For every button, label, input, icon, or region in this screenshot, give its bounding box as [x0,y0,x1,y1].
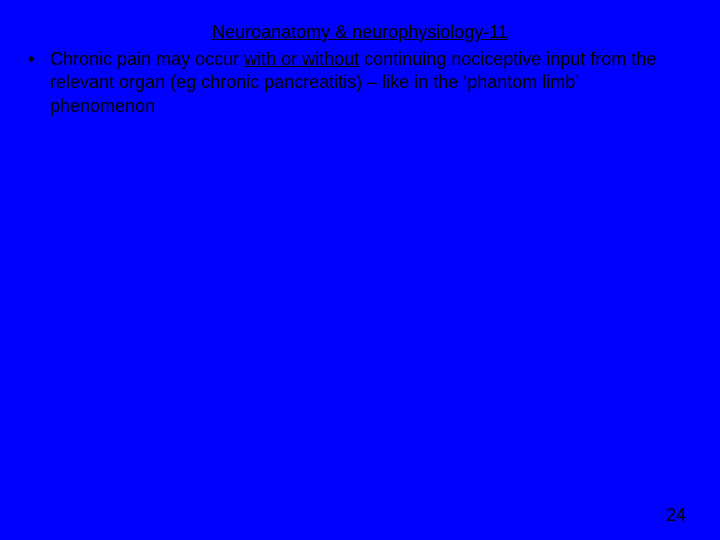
bullet-list: Chronic pain may occur with or without c… [22,48,686,118]
bullet-text-emph: with or without [244,49,359,69]
slide-title: Neuroanatomy & neurophysiology-11 [0,22,720,43]
page-number: 24 [666,505,686,526]
bullet-text-before: Chronic pain may occur [50,49,244,69]
bullet-item: Chronic pain may occur with or without c… [22,48,686,118]
slide: Neuroanatomy & neurophysiology-11 Chroni… [0,0,720,540]
